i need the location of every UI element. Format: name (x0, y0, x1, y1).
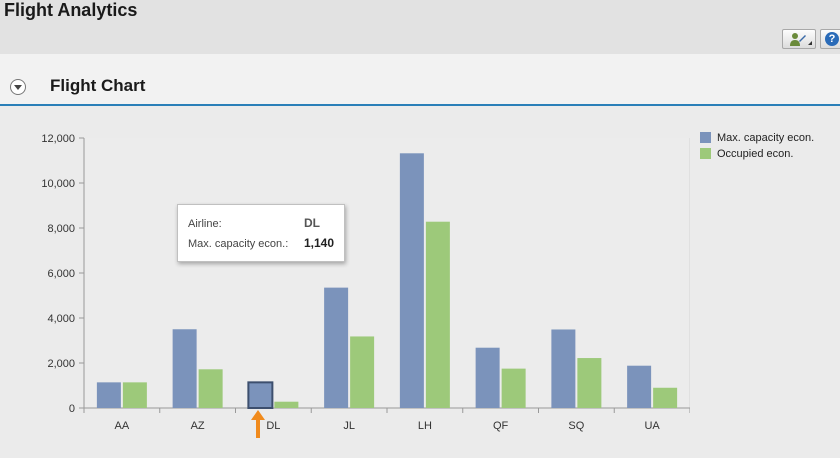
legend-label-occupied: Occupied econ. (717, 148, 794, 160)
tooltip-capacity-label: Max. capacity econ.: (188, 238, 289, 250)
x-tick-label-sq: SQ (568, 420, 584, 432)
bar-capacity-ua (627, 365, 652, 408)
legend-item-occupied[interactable]: Occupied econ. (700, 148, 814, 164)
x-tick-label-aa: AA (115, 420, 130, 432)
chart-tooltip: Airline: DL Max. capacity econ.: 1,140 (177, 204, 345, 262)
y-tick-label: 12,000 (41, 133, 75, 145)
x-tick-label-dl: DL (266, 420, 280, 432)
pointer-arrow-icon (251, 410, 265, 438)
x-tick-label-qf: QF (493, 420, 509, 432)
x-tick-label-lh: LH (418, 420, 432, 432)
bar-occupied-jl (350, 336, 375, 408)
help-button[interactable]: ? (820, 29, 840, 49)
app-title: Flight Analytics (4, 0, 138, 20)
y-tick-label: 2,000 (47, 358, 75, 370)
personalize-button[interactable] (782, 29, 816, 49)
y-tick-label: 4,000 (47, 313, 75, 325)
y-tick-label: 8,000 (47, 223, 75, 235)
legend-label-capacity: Max. capacity econ. (717, 132, 815, 144)
legend-swatch-occupied (700, 148, 711, 159)
flight-chart: 0 2,000 4,000 6,000 8,000 10,000 12,000 AA AZ DL J… (0, 106, 840, 458)
bar-chart: 0 2,000 4,000 6,000 8,000 10,000 12,000 AA AZ DL J… (41, 133, 690, 432)
help-icon: ? (825, 32, 839, 46)
bar-occupied-sq (577, 358, 602, 408)
y-tick-label: 10,000 (41, 178, 75, 190)
bar-capacity-sq (551, 329, 576, 408)
dropdown-caret-icon (808, 41, 812, 45)
panel-header: Flight Chart (0, 54, 840, 106)
legend-swatch-capacity (700, 132, 711, 143)
bar-capacity-jl (324, 287, 349, 408)
x-tick-label-jl: JL (343, 420, 355, 432)
bar-occupied-qf (501, 368, 526, 408)
tooltip-row-capacity: Max. capacity econ.: 1,140 (188, 236, 334, 252)
personalize-user-icon (790, 33, 806, 46)
tooltip-airline-label: Airline: (188, 218, 222, 230)
panel-title: Flight Chart (50, 76, 146, 95)
x-tick-label-ua: UA (644, 420, 660, 432)
bar-capacity-aa (96, 382, 121, 408)
bar-capacity-qf (475, 347, 500, 408)
y-tick-label: 0 (69, 403, 75, 415)
tooltip-airline-value: DL (304, 216, 320, 230)
bar-occupied-aa (122, 382, 147, 408)
bar-occupied-az (198, 369, 223, 408)
bar-occupied-lh (425, 221, 450, 408)
app-header: Flight Analytics ? (0, 0, 840, 54)
x-tick-label-az: AZ (191, 420, 205, 432)
bar-occupied-ua (653, 387, 678, 408)
legend-item-capacity[interactable]: Max. capacity econ. (700, 132, 814, 148)
bar-occupied-dl (274, 401, 299, 408)
chart-legend: Max. capacity econ. Occupied econ. (700, 132, 814, 164)
tooltip-capacity-value: 1,140 (304, 236, 335, 250)
tooltip-row-airline: Airline: DL (188, 216, 334, 232)
bar-capacity-az (172, 329, 197, 408)
collapse-chevron-icon[interactable] (10, 79, 26, 95)
y-tick-label: 6,000 (47, 268, 75, 280)
bar-capacity-lh (399, 153, 424, 408)
bar-capacity-dl (247, 381, 274, 410)
